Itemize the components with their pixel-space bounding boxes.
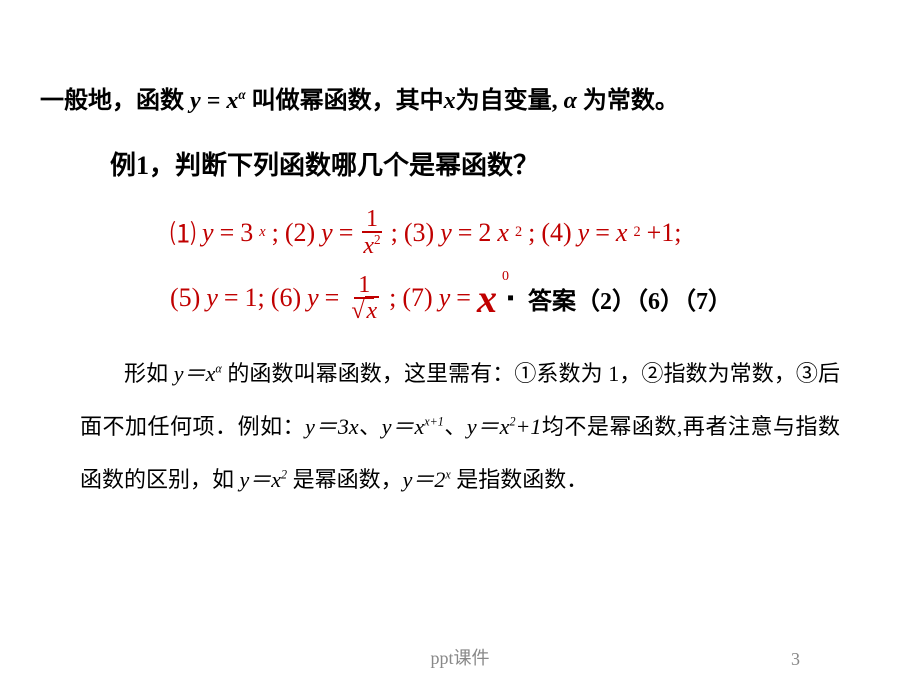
def-suffix: 为常数。 (583, 88, 679, 114)
equation-row-1: ⑴ y=3x; (2) y= 1 x2 ; (3) y=2x2; (4) y=x… (170, 207, 880, 258)
eq7-lhs: y (439, 283, 451, 313)
eq2-lhs: y (321, 218, 333, 248)
eq4-eq: = (595, 218, 610, 248)
ex-t7: 是指数函数． (451, 467, 589, 492)
answer-label: 答案 (528, 289, 576, 315)
answer-items: （2）（6）（7） (576, 289, 732, 315)
example-title: 例1，判断下列函数哪几个是幂函数？ (110, 145, 880, 182)
eq2-frac: 1 x2 (359, 207, 384, 258)
eq2-eq: = (339, 218, 354, 248)
slide-content: 一般地，函数 y = xα 叫做幂函数，其中x为自变量, α 为常数。 例1，判… (0, 0, 920, 506)
eq7-exp: 0 (502, 269, 509, 285)
def-prefix: 一般地，函数 (40, 88, 190, 114)
sqrt-icon: x (349, 299, 379, 323)
eq2-den: x2 (359, 233, 384, 258)
eq3-lhs: y (440, 218, 452, 248)
ex-f5: y＝x (240, 467, 282, 492)
paren-3: (3) (404, 218, 434, 248)
definition-line: 一般地，函数 y = xα 叫做幂函数，其中x为自变量, α 为常数。 (40, 80, 880, 115)
eq4-plus: +1; (647, 218, 682, 248)
def-alpha: α (564, 88, 577, 114)
ex-t6: 是幂函数， (287, 467, 403, 492)
def-eq: = (207, 88, 227, 114)
eq5-lhs: y (206, 283, 218, 313)
eq4-lhs: y (578, 218, 590, 248)
eq1-exp: x (259, 224, 265, 241)
eq2-den-base: x (363, 233, 374, 259)
eq3-base: x (497, 218, 509, 248)
paren-4: (4) (541, 218, 571, 248)
sep6: ; (389, 283, 396, 313)
paren-6: (6) (271, 283, 301, 313)
paren-5: (5) (170, 283, 200, 313)
sep3: ; (528, 218, 535, 248)
eq6-eq: = (325, 283, 340, 313)
ex-f4: y＝x (467, 414, 510, 439)
eq5-val: 1; (245, 283, 265, 313)
def-exp: α (238, 87, 245, 102)
dot-icon: ▪ (507, 287, 514, 310)
eq6-frac: 1 x (345, 273, 383, 323)
eq7-bigx: x0 (477, 275, 497, 322)
eq4-base: x (616, 218, 628, 248)
sep2: ; (391, 218, 398, 248)
def-mid2: 为自变量, (456, 88, 558, 114)
ex-t4: 、 (444, 414, 467, 439)
eq2-num: 1 (362, 207, 382, 233)
ex-f6: y＝2 (403, 467, 446, 492)
eq3-eq: = (458, 218, 473, 248)
eq6-den: x (345, 299, 383, 323)
ex-f3: y＝x (382, 414, 425, 439)
def-y: y (190, 88, 201, 114)
eq1-base: 3 (240, 218, 253, 248)
def-xvar: x (444, 88, 456, 114)
eq6-rad: x (365, 296, 380, 324)
eq1-lhs: y (202, 218, 214, 248)
answer-text: 答案（2）（6）（7） (528, 281, 732, 316)
sep1: ; (272, 218, 279, 248)
eq1-eq: = (220, 218, 235, 248)
paren-1: ⑴ (170, 214, 196, 251)
equation-row-2: (5) y=1; (6) y= 1 x ; (7) y= x0 ▪ 答案（2）（… (170, 273, 880, 323)
paren-7: (7) (402, 283, 432, 313)
explanation-paragraph: 形如 y＝xα 的函数叫幂函数，这里需有：①系数为 1，②指数为常数，③后面不加… (80, 348, 840, 506)
ex-t3: 、 (359, 414, 382, 439)
eq3-exp: 2 (515, 224, 522, 241)
footer-label: ppt课件 (0, 644, 920, 670)
eq4-exp: 2 (633, 224, 640, 241)
ex-f4tail: +1 (515, 414, 541, 439)
eq7-eq: = (456, 283, 471, 313)
ex-f1: y＝x (174, 361, 216, 386)
eq3-coef: 2 (478, 218, 491, 248)
def-mid: 叫做幂函数，其中 (252, 88, 444, 114)
eq7-base: x (477, 276, 497, 321)
eq2-den-exp: 2 (374, 232, 381, 247)
paren-2: (2) (285, 218, 315, 248)
eq6-lhs: y (307, 283, 319, 313)
eq5-eq: = (224, 283, 239, 313)
ex-f2: y＝3x (305, 414, 359, 439)
ex-f3exp: x+1 (424, 414, 444, 428)
page-number: 3 (791, 649, 800, 670)
def-x: x (226, 88, 238, 114)
ex-t1: 形如 (124, 361, 174, 386)
